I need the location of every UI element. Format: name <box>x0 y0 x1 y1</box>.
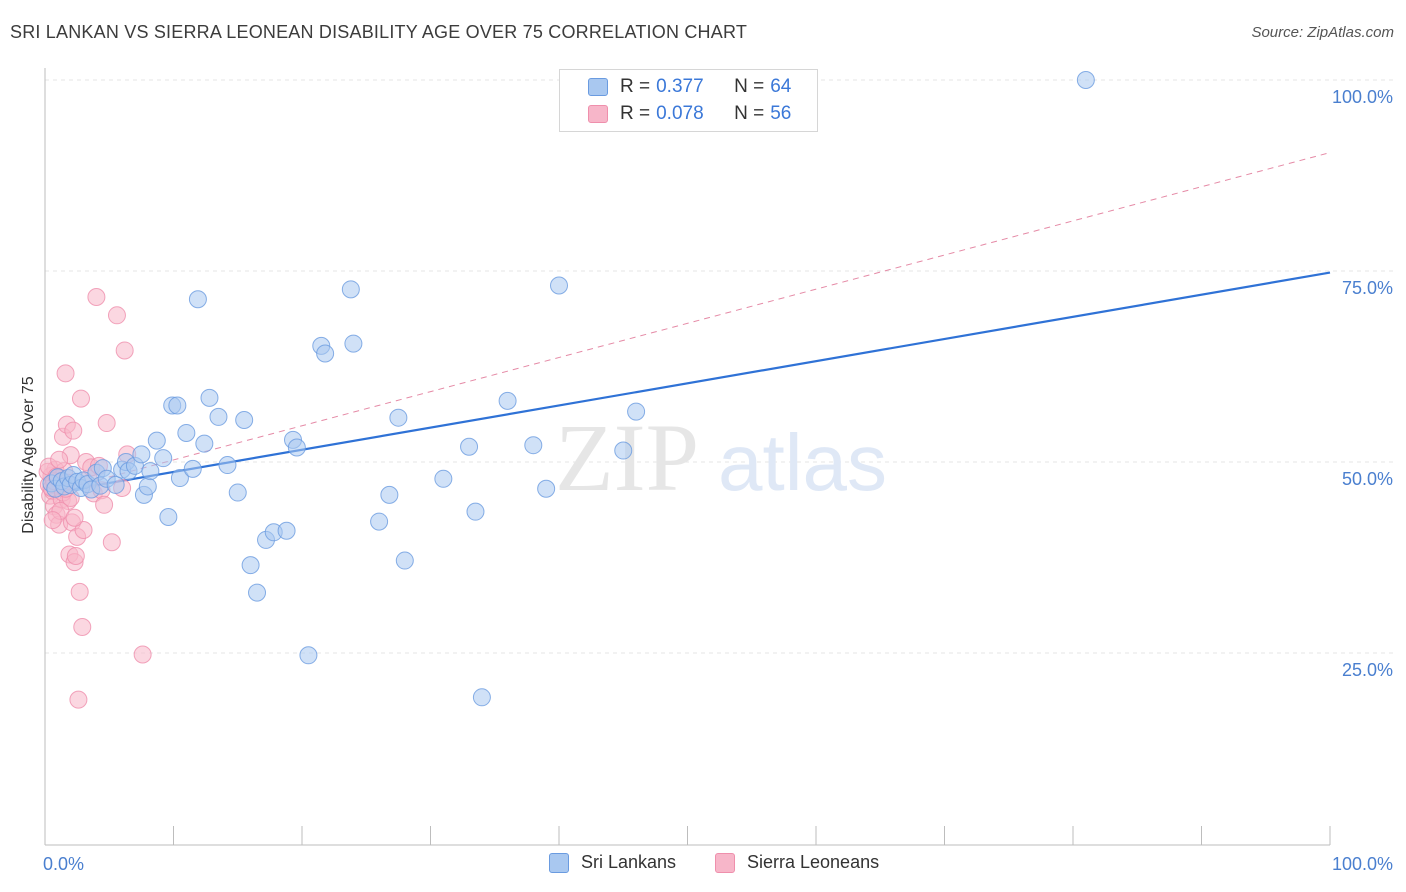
x-tick-label: 0.0% <box>43 854 84 874</box>
trend-line-sierra-leoneans <box>44 152 1331 495</box>
bottom-legend-label: Sierra Leoneans <box>747 852 880 872</box>
data-point-sri-lankans <box>370 512 389 531</box>
data-point-sierra-leoneans <box>70 582 89 601</box>
bottom-legend-label: Sri Lankans <box>581 852 677 872</box>
data-point-sri-lankans <box>168 396 187 415</box>
x-tick-label: 100.0% <box>1332 854 1393 874</box>
bottom-legend-sri-lankans: Sri Lankans <box>549 852 676 873</box>
legend-n-label: N = <box>734 76 765 97</box>
data-point-sri-lankans <box>389 408 408 427</box>
data-point-sri-lankans <box>106 475 125 494</box>
y-tick-label: 75.0% <box>1342 278 1393 298</box>
legend-row-sri-lankans: R = 0.377 N = 64 <box>588 75 791 99</box>
legend-r-value: 0.377 <box>656 76 704 97</box>
data-point-sierra-leoneans <box>65 508 84 527</box>
data-point-sri-lankans <box>614 441 633 460</box>
data-point-sierra-leoneans <box>71 389 90 408</box>
data-point-sri-lankans <box>550 276 568 295</box>
y-axis-label: Disability Age Over 75 <box>20 376 37 534</box>
chart-title: SRI LANKAN VS SIERRA LEONEAN DISABILITY … <box>10 22 748 42</box>
data-point-sri-lankans <box>241 556 260 575</box>
legend-row-sierra-leoneans: R = 0.078 N = 56 <box>588 102 791 126</box>
data-point-sri-lankans <box>200 388 219 407</box>
data-point-sri-lankans <box>177 423 196 442</box>
legend-n-label: N = <box>734 103 765 124</box>
data-point-sri-lankans <box>159 508 178 527</box>
y-tick-label: 100.0% <box>1332 87 1393 107</box>
gridlines <box>45 79 1393 654</box>
data-points <box>38 71 1095 709</box>
data-point-sierra-leoneans <box>64 421 83 440</box>
data-point-sri-lankans <box>183 459 202 478</box>
data-point-sri-lankans <box>170 469 189 488</box>
tick-labels: 25.0% 50.0% 75.0% 100.0% 0.0% 100.0% <box>43 87 1393 874</box>
legend-n-value: 56 <box>770 103 792 124</box>
data-point-sri-lankans <box>537 479 556 498</box>
data-point-sri-lankans <box>395 551 414 570</box>
axes <box>44 68 1331 846</box>
legend-swatch-blue <box>588 78 608 96</box>
data-point-sri-lankans <box>316 344 335 363</box>
data-point-sierra-leoneans <box>43 511 62 530</box>
bottom-legend-swatch-pink <box>715 852 735 873</box>
data-point-sri-lankans <box>472 688 491 707</box>
legend-r-label: R = <box>620 103 651 124</box>
data-point-sri-lankans <box>466 502 485 521</box>
data-point-sri-lankans <box>380 485 399 504</box>
legend-n-value: 64 <box>770 76 792 97</box>
data-point-sierra-leoneans <box>87 287 106 306</box>
stats-legend: R = 0.377 N = 64 R = 0.078 N = 56 <box>559 69 818 132</box>
data-point-sri-lankans <box>138 477 157 496</box>
y-tick-label: 50.0% <box>1342 469 1393 489</box>
legend-swatch-pink <box>588 105 608 123</box>
data-point-sierra-leoneans <box>97 414 116 433</box>
data-point-sri-lankans <box>524 436 543 455</box>
legend-r-label: R = <box>620 76 651 97</box>
data-point-sierra-leoneans <box>115 341 134 360</box>
data-point-sierra-leoneans <box>95 495 114 514</box>
data-point-sri-lankans <box>218 456 237 475</box>
trend-line-sri-lankans <box>44 271 1331 496</box>
data-point-sierra-leoneans <box>50 450 69 469</box>
data-point-sierra-leoneans <box>56 364 75 383</box>
trend-lines <box>44 152 1331 496</box>
bottom-legend-swatch-blue <box>549 852 569 873</box>
data-point-sri-lankans <box>277 521 296 540</box>
data-point-sri-lankans <box>228 483 247 502</box>
data-point-sri-lankans <box>132 445 151 464</box>
bottom-legend-sierra-leoneans: Sierra Leoneans <box>715 852 879 873</box>
data-point-sierra-leoneans <box>74 520 93 539</box>
data-point-sri-lankans <box>287 438 306 457</box>
data-point-sri-lankans <box>195 434 214 453</box>
data-point-sri-lankans <box>235 410 254 429</box>
data-point-sri-lankans <box>154 449 173 468</box>
data-point-sri-lankans <box>341 280 360 299</box>
data-point-sri-lankans <box>141 462 160 481</box>
data-point-sierra-leoneans <box>73 618 92 637</box>
data-point-sri-lankans <box>344 334 363 353</box>
data-point-sierra-leoneans <box>69 690 88 709</box>
data-point-sri-lankans <box>188 290 207 309</box>
data-point-sri-lankans <box>248 583 267 602</box>
data-point-sierra-leoneans <box>66 546 85 565</box>
data-point-sierra-leoneans <box>133 645 152 664</box>
data-point-sri-lankans <box>460 437 479 456</box>
source-credit: Source: ZipAtlas.com <box>1251 24 1394 41</box>
data-point-sri-lankans <box>209 407 228 426</box>
data-point-sri-lankans <box>498 391 517 410</box>
watermark: ZIP atlas <box>555 404 887 511</box>
data-point-sierra-leoneans <box>107 306 126 325</box>
data-point-sierra-leoneans <box>102 533 121 552</box>
legend-r-value: 0.078 <box>656 103 704 124</box>
data-point-sri-lankans <box>1076 71 1095 89</box>
data-point-sri-lankans <box>147 431 166 450</box>
y-tick-label: 25.0% <box>1342 660 1393 680</box>
data-point-sri-lankans <box>627 402 646 421</box>
watermark-atlas: atlas <box>718 418 887 507</box>
data-point-sri-lankans <box>434 469 453 488</box>
data-point-sri-lankans <box>299 646 318 665</box>
